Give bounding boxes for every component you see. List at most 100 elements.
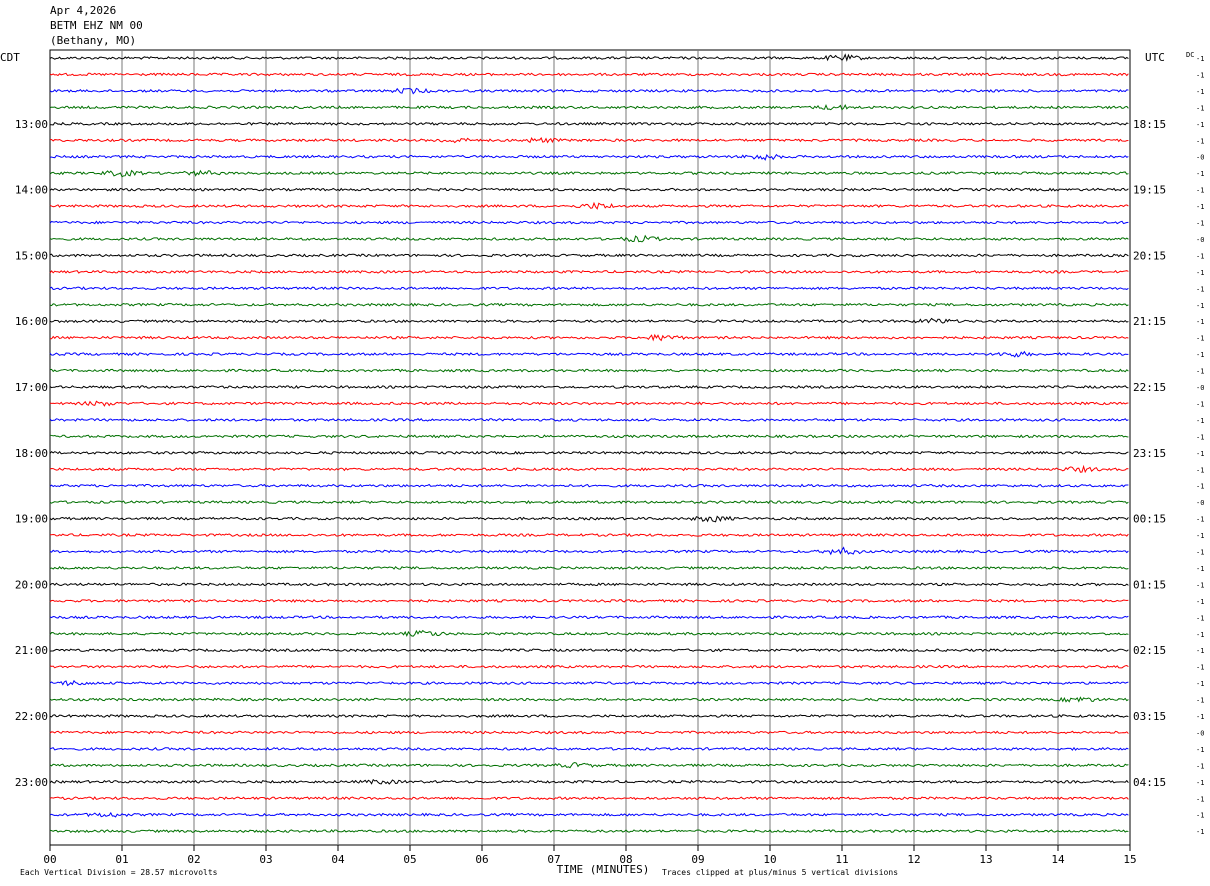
dc-offset-label: -1	[1196, 565, 1204, 573]
x-axis-title: TIME (MINUTES)	[557, 863, 650, 876]
dc-offset-label: -0	[1196, 384, 1204, 392]
dc-offset-label: -1	[1196, 170, 1204, 178]
trace-row-22	[49, 417, 1129, 422]
trace-row-24	[49, 450, 1129, 455]
trace-row-2	[49, 87, 1129, 95]
dc-offset-label: -1	[1196, 466, 1204, 474]
trace-row-12	[49, 253, 1129, 258]
trace-row-0	[49, 53, 1129, 62]
trace-row-42	[49, 746, 1129, 751]
dc-offset-label: -1	[1196, 664, 1204, 672]
trace-row-25	[49, 464, 1129, 474]
right-time-label: 03:15	[1133, 710, 1166, 723]
right-time-label: 02:15	[1133, 644, 1166, 657]
dc-offset-label: -1	[1196, 614, 1204, 622]
left-time-label: 22:00	[15, 710, 48, 723]
dc-offset-label: -1	[1196, 137, 1204, 145]
left-time-label: 13:00	[15, 118, 48, 131]
x-tick-label-12: 12	[907, 853, 920, 866]
plot-frame	[49, 49, 1131, 846]
left-time-label: 18:00	[15, 447, 48, 460]
trace-row-7	[49, 169, 1129, 178]
trace-row-1	[49, 72, 1129, 77]
trace-row-19	[49, 368, 1129, 373]
dc-offset-label: -1	[1196, 400, 1204, 408]
x-tick-label-01: 01	[115, 853, 128, 866]
dc-offset-label: -1	[1196, 647, 1204, 655]
dc-offset-label: -0	[1196, 236, 1204, 244]
left-time-label: 14:00	[15, 184, 48, 197]
right-time-label: 22:15	[1133, 381, 1166, 394]
x-tick-label-05: 05	[403, 853, 416, 866]
x-tick-label-06: 06	[475, 853, 488, 866]
dc-offset-label: -0	[1196, 499, 1204, 507]
clip-note: Traces clipped at plus/minus 5 vertical …	[662, 868, 898, 877]
trace-row-43	[49, 762, 1129, 769]
trace-row-47	[49, 829, 1129, 834]
dc-offset-label: -1	[1196, 88, 1204, 96]
left-time-label: 20:00	[15, 578, 48, 591]
trace-row-10	[49, 220, 1129, 225]
right-time-label: 04:15	[1133, 776, 1166, 789]
trace-row-45	[49, 796, 1129, 801]
trace-row-33	[49, 598, 1129, 603]
trace-row-40	[49, 714, 1129, 718]
trace-row-37	[49, 664, 1129, 669]
dc-offset-label: -1	[1196, 55, 1204, 63]
trace-row-18	[49, 350, 1129, 358]
date-title: Apr 4,2026	[50, 4, 117, 17]
left-time-label: 23:00	[15, 776, 48, 789]
dc-offset-label: -1	[1196, 252, 1204, 260]
dc-offset-label: -1	[1196, 285, 1204, 293]
dc-offset-label: -1	[1196, 351, 1204, 359]
dc-offset-label: -1	[1196, 104, 1204, 112]
trace-row-20	[49, 385, 1129, 390]
trace-row-35	[49, 629, 1129, 637]
location-title: (Bethany, MO)	[50, 34, 137, 47]
dc-offset-label: -1	[1196, 187, 1204, 195]
dc-offset-label: -1	[1196, 433, 1204, 441]
x-tick-label-09: 09	[691, 853, 704, 866]
station-title: BETM EHZ NM 00	[50, 19, 143, 32]
dc-offset-label: -0	[1196, 154, 1204, 162]
dc-offset-label: -1	[1196, 549, 1204, 557]
dc-offset-label: -1	[1196, 812, 1204, 820]
dc-offset-label: -1	[1196, 697, 1204, 705]
x-tick-label-08: 08	[619, 853, 632, 866]
dc-offset-label: -1	[1196, 121, 1204, 129]
dc-offset-label: -1	[1196, 417, 1204, 425]
dc-offset-label: -1	[1196, 828, 1204, 836]
scale-note: Each Vertical Division = 28.57 microvolt…	[20, 868, 218, 877]
trace-row-11	[49, 234, 1129, 243]
x-tick-label-14: 14	[1051, 853, 1065, 866]
dc-offset-label: -1	[1196, 713, 1204, 721]
right-time-label: 20:15	[1133, 249, 1166, 262]
left-time-label: 16:00	[15, 315, 48, 328]
trace-row-4	[49, 121, 1129, 126]
dc-offset-label: -1	[1196, 779, 1204, 787]
right-time-label: 23:15	[1133, 447, 1166, 460]
dc-offset-label: -1	[1196, 680, 1204, 688]
x-tick-label-03: 03	[259, 853, 272, 866]
dc-offset-label: -1	[1196, 220, 1204, 228]
trace-row-30	[49, 546, 1129, 556]
trace-row-16	[49, 317, 1129, 324]
trace-row-23	[49, 434, 1129, 439]
x-tick-label-10: 10	[763, 853, 776, 866]
dc-offset-label: -1	[1196, 532, 1204, 540]
dc-header-label: DC	[1186, 51, 1194, 59]
dc-offset-label: -1	[1196, 269, 1204, 277]
axis-labels: 00 01 02 03 04 05 06 07 08 09 10 11 12 13 14 15 -1 -1 -1 -1…	[0, 51, 1204, 877]
seismic-traces	[49, 53, 1129, 834]
dc-offset-label: -1	[1196, 318, 1204, 326]
dc-offset-label: -1	[1196, 450, 1204, 458]
dc-offset-label: -1	[1196, 483, 1204, 491]
right-time-label: 01:15	[1133, 578, 1166, 591]
dc-offset-label: -1	[1196, 746, 1204, 754]
left-time-label: 19:00	[15, 513, 48, 526]
right-time-label: 00:15	[1133, 513, 1166, 526]
trace-row-38	[49, 679, 1129, 687]
x-tick-label-00: 00	[43, 853, 56, 866]
dc-offset-label: -1	[1196, 762, 1204, 770]
